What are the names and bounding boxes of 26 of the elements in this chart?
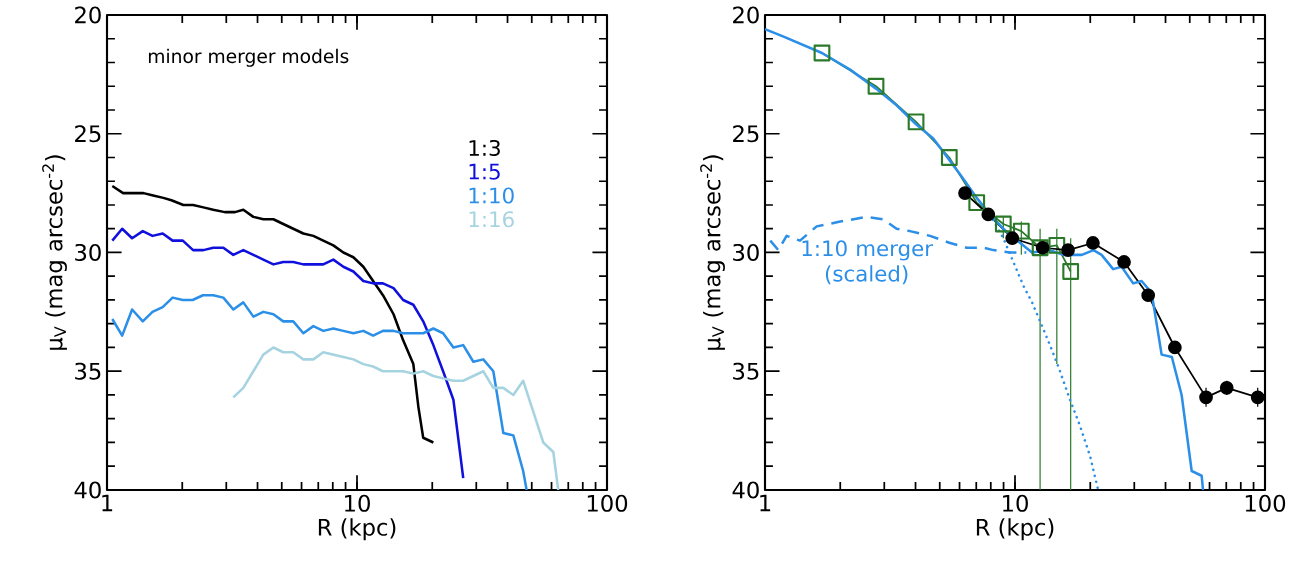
y-tick-label: 35 [75,362,101,380]
x-tick-label: 1 [102,494,113,512]
y-axis-title: μ$_{V}$ (mag arcsec$^{-2}$) [700,155,725,350]
x-tick-label: 100 [1245,494,1286,512]
annotation: minor merger models [148,48,349,67]
y-tick-label: 40 [732,481,759,499]
x-tick-label: 100 [587,494,628,512]
x-tick-label: 1 [760,494,771,512]
y-tick-label: 25 [75,125,101,143]
y-tick-label: 40 [74,481,101,499]
y-tick-label: 35 [733,362,759,380]
y-tick-label: 30 [75,243,101,262]
y-tick-label: 20 [75,6,101,24]
x-tick-label: 10 [1003,494,1028,512]
text: 1:5 [469,163,500,180]
text: 1:16 [469,211,514,228]
series-label: 1:10 merger (scaled) [802,240,933,285]
x-axis-title: R (kpc) [976,518,1054,541]
y-axis-title: μ$_{V}$ (mag arcsec$^{-2}$) [42,155,67,350]
text: 1:10 [469,187,514,204]
y-tick-label: 30 [733,243,759,262]
y-tick-label: 25 [733,125,759,143]
x-axis-title: R (kpc) [318,518,396,541]
x-tick-label: 10 [345,494,370,512]
text: 1:3 [469,139,500,157]
y-tick-label: 20 [733,6,759,24]
